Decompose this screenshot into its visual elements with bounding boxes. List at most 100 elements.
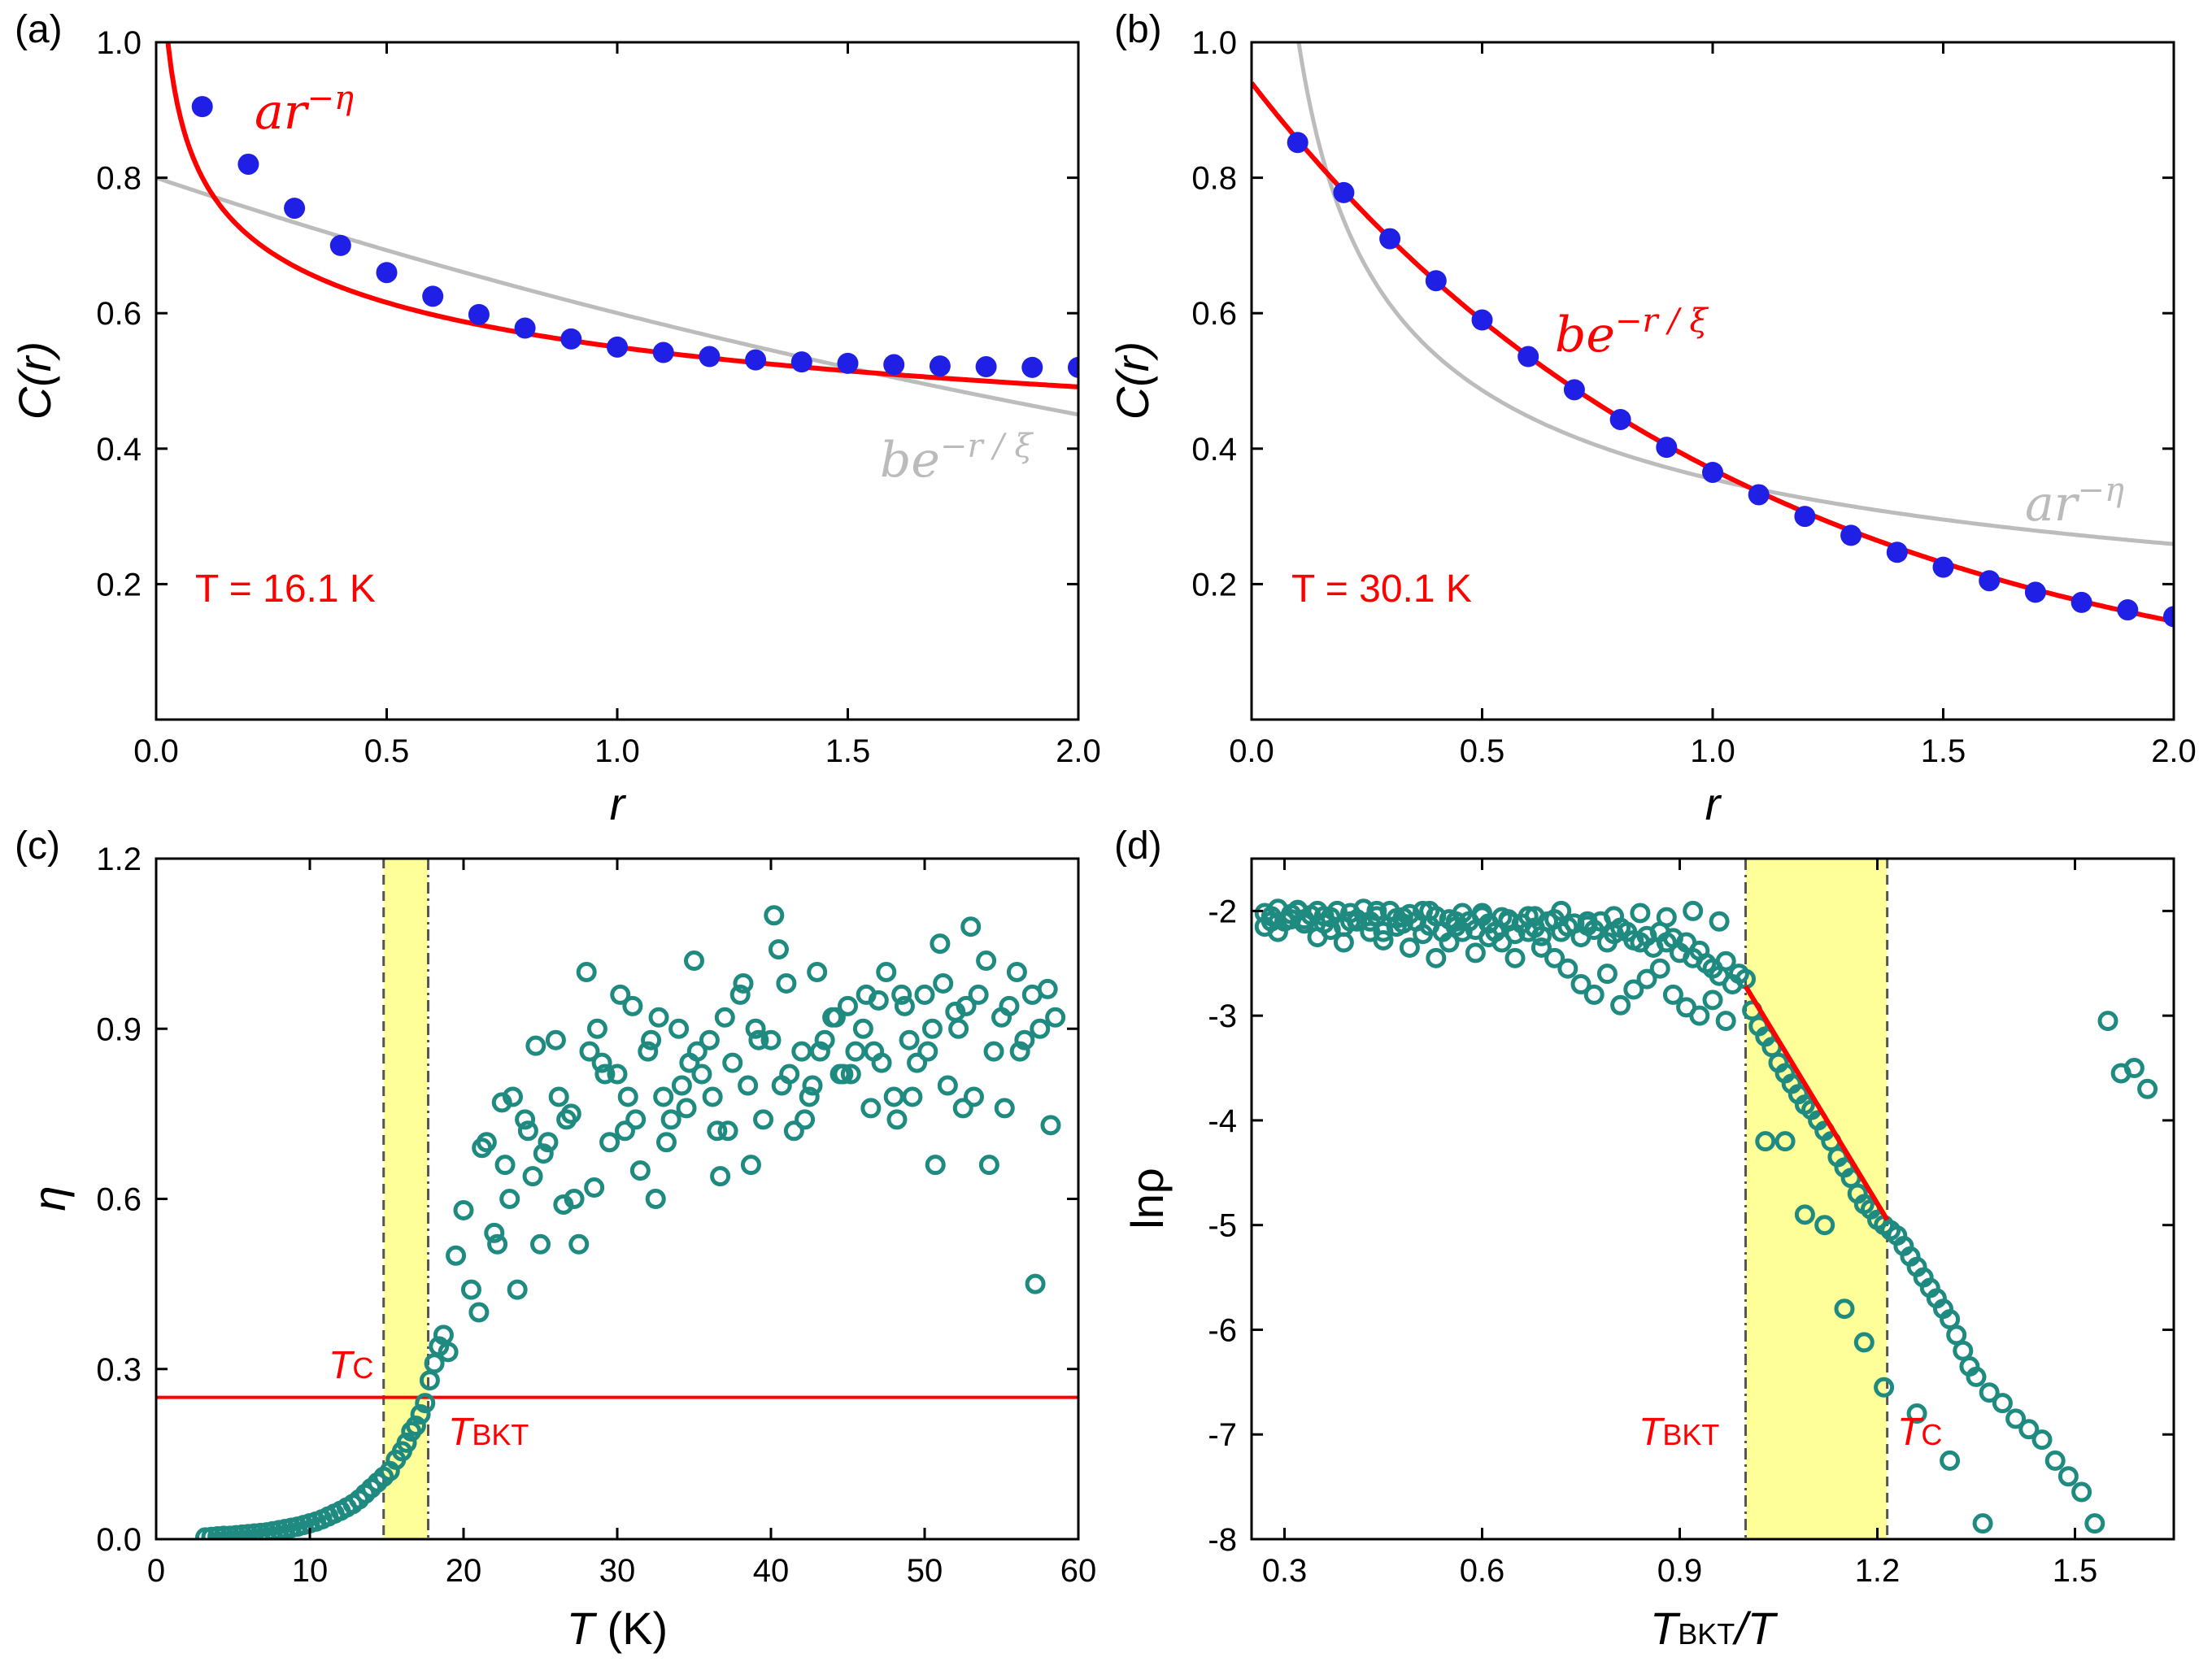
panel-d-tc-label: TC [1897,1411,1942,1454]
x-tick-label: 2.0 [2151,733,2197,769]
data-point [1333,181,1355,203]
data-point [1037,978,1058,999]
data-point [376,262,398,284]
data-point [576,962,597,982]
data-point [191,96,213,118]
data-point [517,1120,538,1142]
data-point [1570,974,1592,995]
data-point [645,1189,666,1209]
panel-d-x-axis-title: TBKT/T [1650,1603,1779,1654]
data-point [405,1416,426,1436]
data-point [671,1075,692,1096]
data-point [764,905,785,926]
panel-c-tbkt-label: TBKT [448,1411,529,1454]
data-point [1392,907,1413,928]
data-point [771,1075,792,1096]
panel-a-y-axis-title: C(r) [9,341,60,420]
data-point [1886,542,1908,563]
panel-c: 0 10 20 30 40 50 60 0.00.30.60.91.2 (c) T (K) … [15,824,1096,1654]
data-point [717,1120,738,1142]
data-point [599,1132,620,1153]
data-point [607,336,628,358]
data-point [1992,1393,2013,1414]
data-point [1014,1029,1035,1050]
data-point [1979,570,2001,592]
data-point [776,972,797,994]
data-point [907,1052,928,1073]
panel-b-plot-area [1252,42,2174,628]
y-tick-label: -6 [1208,1312,1237,1348]
data-point [1610,994,1631,1016]
data-point [856,984,877,1005]
data-point [864,1041,885,1062]
panel-c-y-axis-title: η [24,1185,75,1211]
data-point [975,356,997,378]
panel-d-y-axis-title: lnρ [1121,1168,1173,1229]
data-point [1471,309,1493,331]
exponential-fit-curve [1252,81,2174,624]
data-point [2031,1429,2053,1451]
panel-d-y-ticks: -8 -7 -6 -5 -4 -3 -2 [1208,894,2174,1558]
y-tick-label: 1.0 [1191,25,1237,61]
data-point [1517,346,1539,368]
data-point [860,1098,882,1119]
data-point [533,1143,554,1164]
panel-d-label: (d) [1114,824,1162,868]
data-point [783,1120,804,1142]
data-point [1689,1005,1710,1026]
data-point [1649,958,1670,979]
power-law-fit-curve [165,42,1078,389]
data-point [1366,900,1387,921]
data-point [740,1155,761,1176]
data-point [679,1052,700,1073]
data-point [976,950,997,972]
data-point [1853,1332,1875,1353]
data-point [894,995,915,1016]
data-point [1683,900,1704,921]
x-tick-label: 1.5 [1921,733,1966,769]
data-point [641,1029,662,1050]
x-tick-label: 20 [446,1553,482,1589]
data-point [1498,909,1519,930]
data-point [1774,1131,1796,1152]
data-point [1840,524,1862,546]
data-point [484,1222,505,1243]
data-point [838,995,858,1016]
panel-b-x-ticks: 0.0 0.5 1.0 1.5 2.0 [1229,42,2197,769]
panel-a-label: (a) [15,8,63,51]
data-point [999,995,1020,1016]
y-tick-label: 0.9 [96,1011,142,1047]
data-point [668,1018,690,1039]
data-point [648,1007,669,1028]
data-point [525,1035,546,1056]
data-point [1009,1041,1030,1062]
data-point [807,962,828,982]
data-point [638,1041,659,1062]
data-point [1966,1366,1987,1387]
data-point [760,1029,782,1050]
data-point [983,1041,1004,1062]
data-point [710,1166,731,1187]
panel-a-temperature-label: T = 16.1 K [195,568,376,611]
data-point [968,984,989,1005]
data-point [1874,1377,1895,1398]
panel-d: 0.3 0.6 0.9 1.2 1.5 -8 -7 -6 -5 -4 -3 -2 (d) TBKT/… [1114,824,2175,1654]
panel-b-power-law-annotation: ar−η [2025,472,2124,533]
y-tick-label: 0.6 [1191,296,1237,332]
data-point [607,1064,628,1085]
panel-b-label: (b) [1114,8,1162,51]
data-point [1715,950,1736,972]
panel-c-label: (c) [15,824,60,868]
data-point [522,1166,543,1187]
data-point [684,950,704,972]
data-point [1596,963,1618,985]
data-point [1609,408,1631,430]
data-point [1021,356,1043,378]
x-tick-label: 1.0 [594,733,640,769]
data-point [1814,1215,1835,1236]
data-point [1630,903,1651,924]
x-tick-label: 0.0 [1229,733,1274,769]
data-point [1261,911,1282,932]
panel-a-exponential-annotation: be−r / ξ [880,428,1034,489]
data-point [460,1279,481,1300]
